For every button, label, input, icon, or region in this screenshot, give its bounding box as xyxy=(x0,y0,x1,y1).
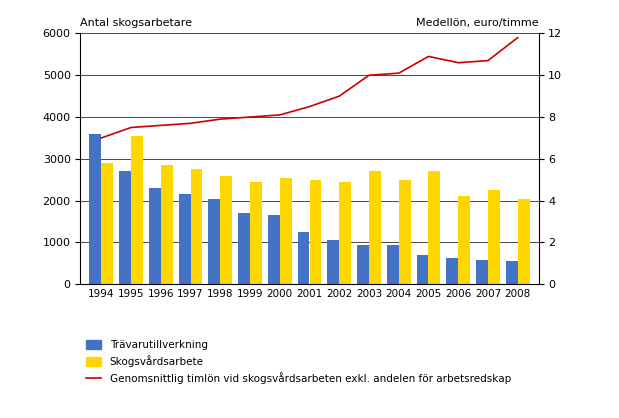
Bar xyxy=(89,134,102,284)
Bar xyxy=(191,169,202,284)
Bar xyxy=(446,258,458,284)
Bar xyxy=(238,213,250,284)
Bar xyxy=(399,180,410,284)
Bar xyxy=(506,261,517,284)
Bar xyxy=(369,171,381,284)
Bar xyxy=(339,182,351,284)
Bar xyxy=(476,260,488,284)
Bar xyxy=(149,188,161,284)
Bar xyxy=(131,136,143,284)
Bar xyxy=(161,165,173,284)
Text: Medellön, euro/timme: Medellön, euro/timme xyxy=(416,18,539,28)
Bar xyxy=(327,240,339,284)
Text: Antal skogsarbetare: Antal skogsarbetare xyxy=(80,18,193,28)
Bar xyxy=(387,245,399,284)
Legend: Trävarutillverkning, Skogsvårdsarbete, Genomsnittlig timlön vid skogsvårdsarbete: Trävarutillverkning, Skogsvårdsarbete, G… xyxy=(85,340,511,385)
Bar xyxy=(119,171,131,284)
Bar xyxy=(220,176,232,284)
Bar xyxy=(428,171,440,284)
Bar xyxy=(209,199,220,284)
Bar xyxy=(102,163,113,284)
Bar xyxy=(250,182,262,284)
Bar xyxy=(179,194,191,284)
Bar xyxy=(417,255,428,284)
Bar xyxy=(517,199,530,284)
Bar xyxy=(280,178,292,284)
Bar xyxy=(458,196,470,284)
Bar xyxy=(310,180,321,284)
Bar xyxy=(488,190,500,284)
Bar xyxy=(268,215,280,284)
Bar xyxy=(357,245,369,284)
Bar xyxy=(298,232,310,284)
